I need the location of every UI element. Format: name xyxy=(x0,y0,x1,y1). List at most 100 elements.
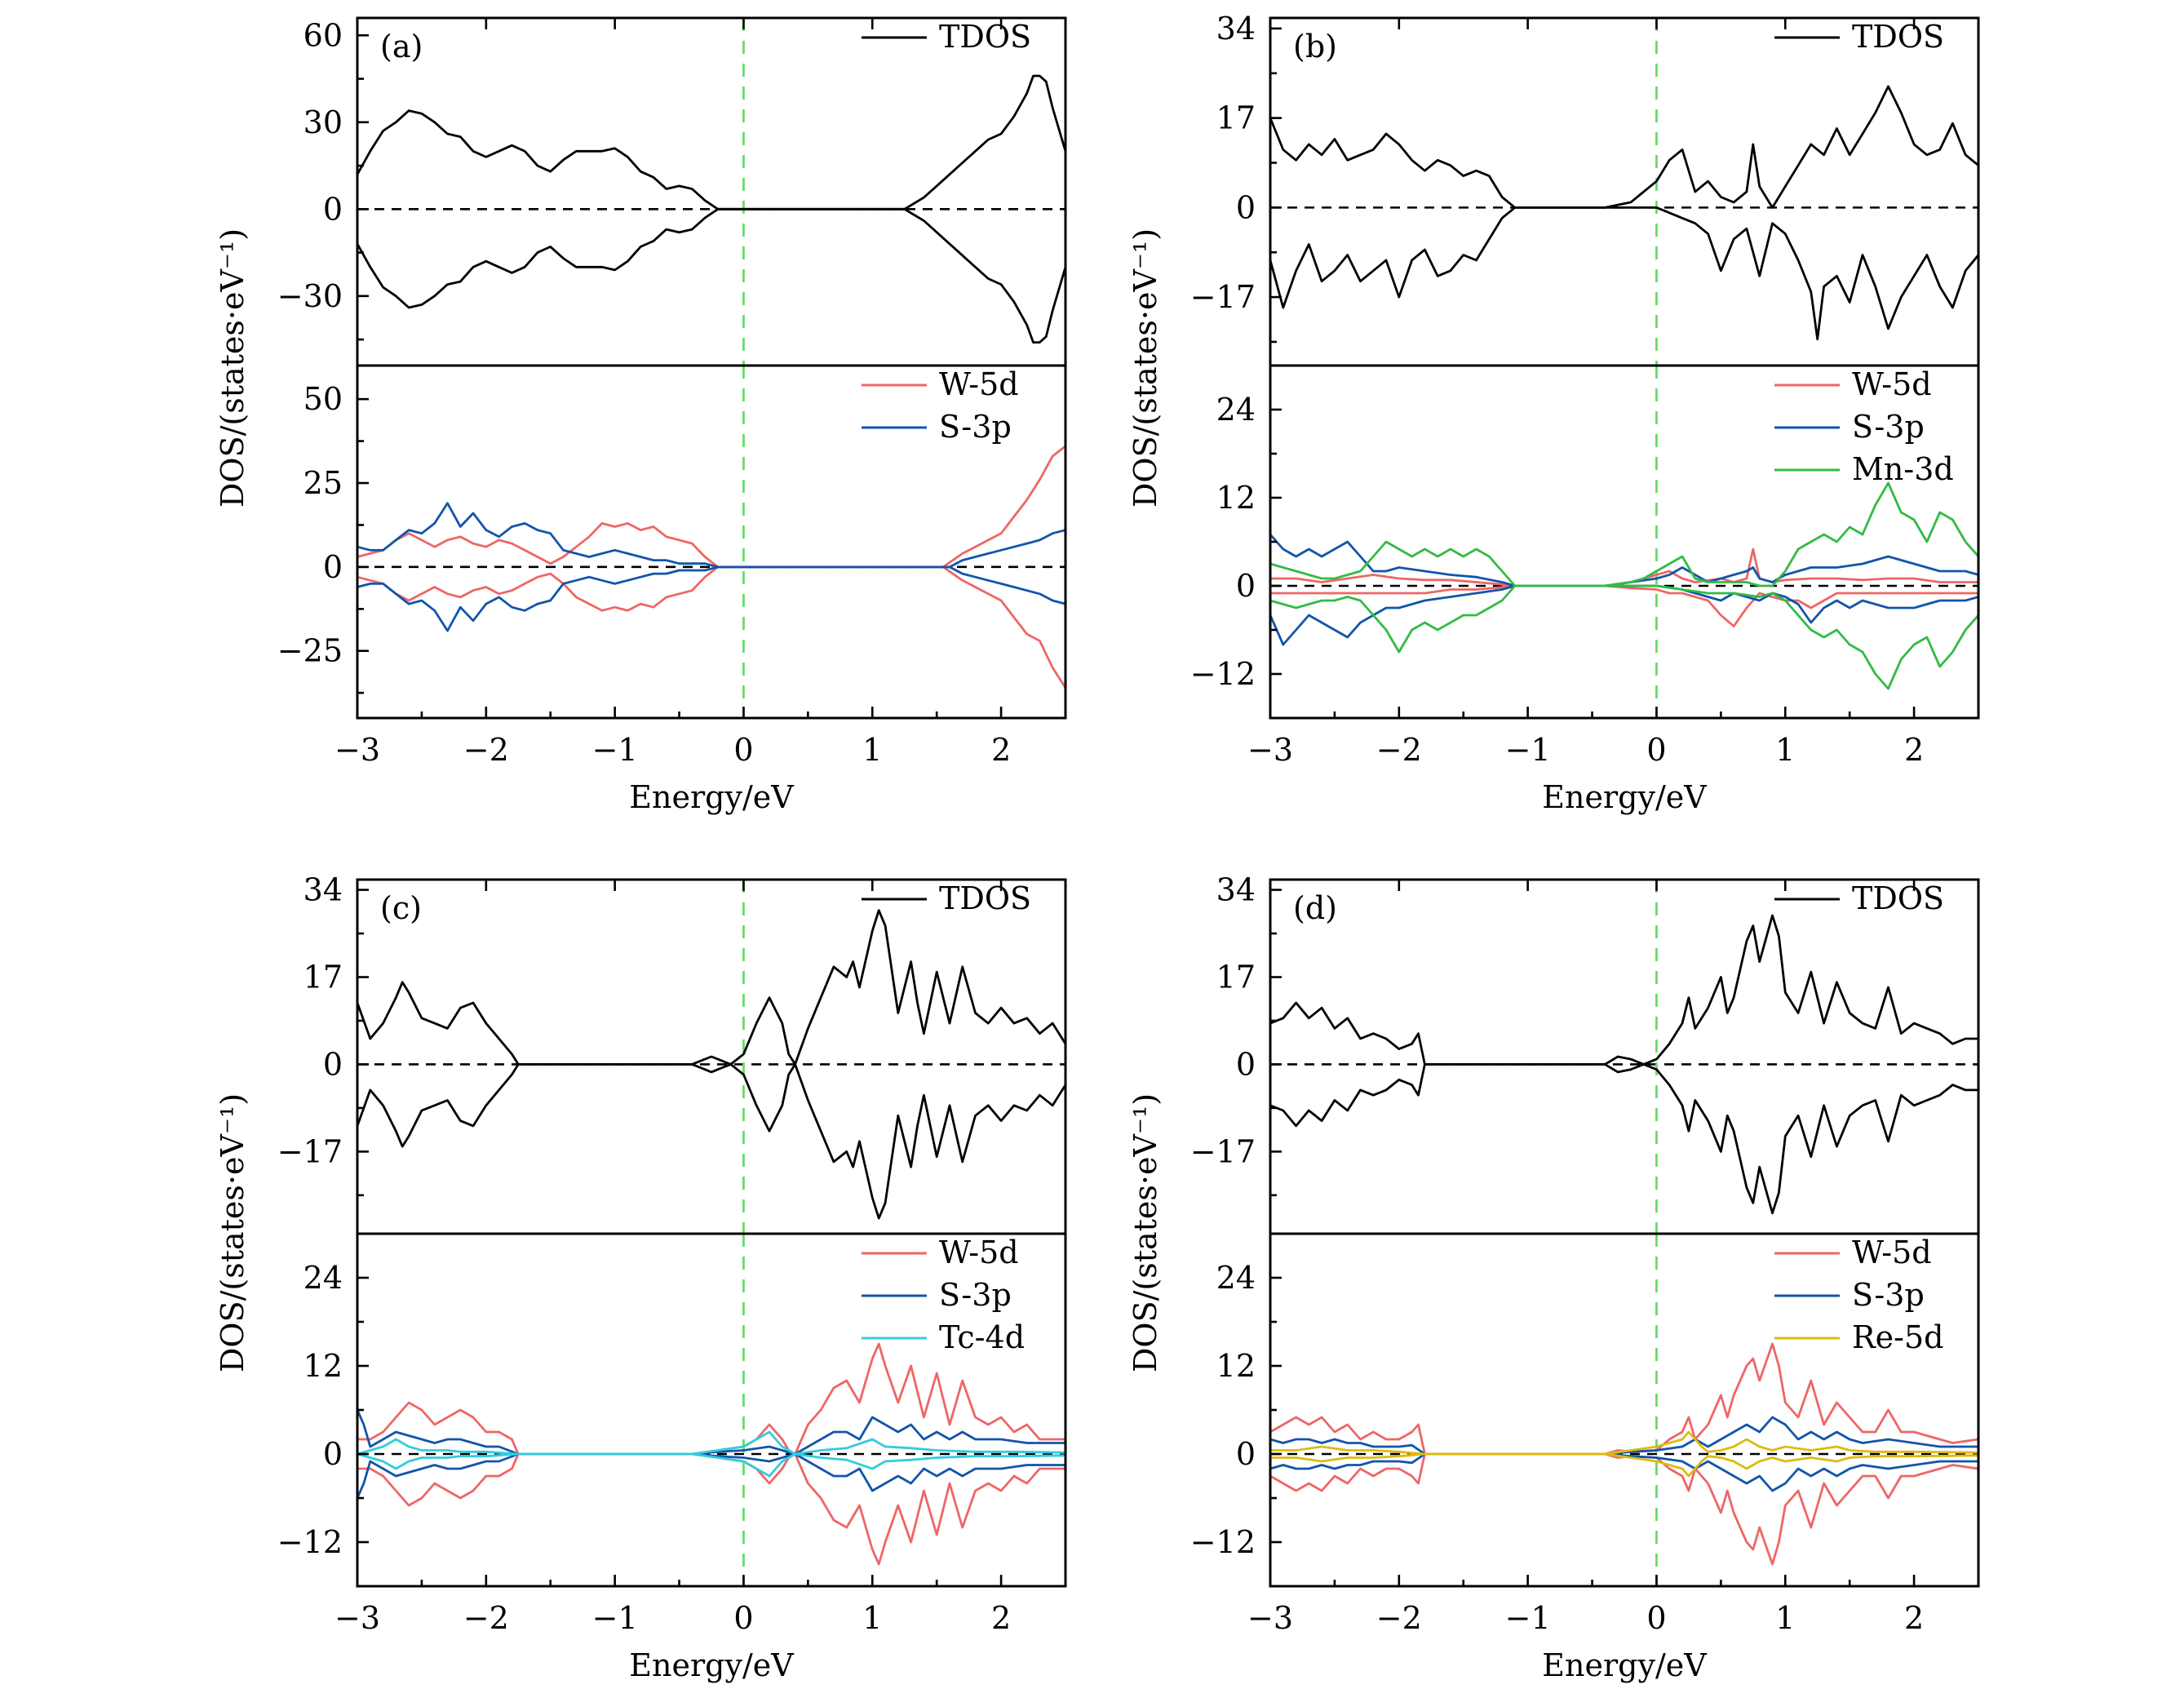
y-tick-label: 24 xyxy=(1216,1260,1256,1296)
series-w-5d-spin-down xyxy=(1270,1452,1978,1566)
y-tick-label: 25 xyxy=(303,465,343,501)
x-tick-label: 1 xyxy=(1775,732,1795,768)
series-tc-4d-spin-up xyxy=(357,1430,1065,1456)
legend-label-tdos: TDOS xyxy=(1852,19,1944,55)
x-tick-label: 0 xyxy=(1646,1600,1666,1636)
x-axis-label: Energy/eV xyxy=(629,1647,794,1683)
series-w-5d-spin-down xyxy=(1270,584,1978,627)
y-axis-label: DOS/(states·eV⁻¹) xyxy=(215,1093,250,1372)
legend-label-tdos: TDOS xyxy=(939,19,1031,55)
series-re-5d-spin-up xyxy=(1270,1430,1978,1456)
x-tick-label: 0 xyxy=(733,732,753,768)
y-tick-label: −30 xyxy=(277,278,343,314)
series-s-3p-spin-up xyxy=(1270,1416,1978,1456)
y-tick-label: 12 xyxy=(303,1348,343,1384)
plot-area xyxy=(1270,366,1978,718)
x-tick-label: 2 xyxy=(1904,732,1924,768)
subplot-bottom: −25 0 25 50 W-5d S-3p xyxy=(277,366,1065,718)
plot-area xyxy=(357,880,1065,1234)
legend-label-w-5d: W-5d xyxy=(939,366,1019,402)
y-tick-label: 30 xyxy=(303,104,343,140)
series-w-5d-spin-down xyxy=(357,1452,1065,1566)
y-tick-label: 12 xyxy=(1216,480,1256,516)
y-tick-label: 0 xyxy=(1236,1046,1256,1082)
x-tick-label: −3 xyxy=(1247,1600,1293,1636)
panel-label: (b) xyxy=(1293,29,1337,64)
y-axis-label: DOS/(states·eV⁻¹) xyxy=(1127,228,1163,508)
y-tick-label: 17 xyxy=(1216,100,1256,136)
x-tick-label: −3 xyxy=(1247,732,1293,768)
y-tick-label: 0 xyxy=(323,1436,343,1472)
x-tick-label: 2 xyxy=(991,1600,1011,1636)
legend-label-s-3p: S-3p xyxy=(939,1277,1012,1313)
y-tick-label: 0 xyxy=(323,549,343,585)
series-s-3p-spin-up xyxy=(357,502,1065,569)
y-tick-label: −17 xyxy=(1190,1133,1256,1169)
frame-bottom xyxy=(1269,1232,1980,1588)
y-tick-label: −25 xyxy=(277,633,343,669)
legend-label-s-3p: S-3p xyxy=(1852,409,1925,445)
x-tick-label: 1 xyxy=(862,1600,882,1636)
series-tdos-spin-up xyxy=(357,74,1065,211)
subplot-top: −30 0 30 60 TDOS xyxy=(277,17,1065,366)
x-tick-label: −1 xyxy=(1505,732,1551,768)
y-tick-label: 60 xyxy=(303,17,343,53)
subplot-bottom: −12 0 12 24 W-5d S-3p Re-5d xyxy=(1190,1232,1978,1586)
x-tick-label: −1 xyxy=(1505,1600,1551,1636)
x-tick-label: 2 xyxy=(1904,1600,1924,1636)
legend-label-mn-3d: Mn-3d xyxy=(1852,451,1954,487)
y-tick-label: 34 xyxy=(303,872,343,908)
subplot-bottom: −12 0 12 24 W-5d S-3p Tc-4d xyxy=(277,1232,1065,1586)
x-tick-label: −3 xyxy=(334,1600,380,1636)
series-s-3p-spin-down xyxy=(357,1452,1065,1499)
y-tick-label: 17 xyxy=(303,960,343,995)
series-w-5d-spin-up xyxy=(357,1342,1065,1456)
plot-area xyxy=(1270,18,1978,366)
x-tick-label: 1 xyxy=(862,732,882,768)
series-s-3p-spin-down xyxy=(357,565,1065,632)
series-tc-4d-spin-down xyxy=(357,1452,1065,1478)
legend-label-s-3p: S-3p xyxy=(939,409,1012,445)
x-tick-label: −1 xyxy=(592,732,638,768)
y-axis-label: DOS/(states·eV⁻¹) xyxy=(1127,1093,1163,1372)
frame-top xyxy=(1269,16,1980,367)
series-re-5d-spin-down xyxy=(1270,1452,1978,1478)
series-tdos-spin-down xyxy=(1270,206,1978,341)
series-mn-3d-spin-down xyxy=(1270,584,1978,690)
y-tick-label: 0 xyxy=(1236,568,1256,604)
x-tick-label: 2 xyxy=(991,732,1011,768)
x-tick-label: 0 xyxy=(733,1600,753,1636)
y-tick-label: −12 xyxy=(277,1524,343,1560)
panel-label: (a) xyxy=(380,29,423,64)
subplot-top: −17 0 17 34 TDOS xyxy=(1190,11,1978,366)
plot-area xyxy=(357,366,1065,718)
series-s-3p-spin-up xyxy=(1270,534,1978,587)
series-w-5d-spin-up xyxy=(1270,547,1978,587)
x-tick-label: −2 xyxy=(1376,1600,1422,1636)
legend-label-w-5d: W-5d xyxy=(939,1235,1019,1270)
frame-top xyxy=(1269,878,1980,1235)
y-axis-label: DOS/(states·eV⁻¹) xyxy=(215,228,250,508)
series-tdos-spin-down xyxy=(357,207,1065,344)
subplot-top: −17 0 17 34 TDOS xyxy=(1190,872,1978,1234)
plot-area xyxy=(357,1234,1065,1586)
x-axis-label: Energy/eV xyxy=(629,779,794,815)
series-mn-3d-spin-up xyxy=(1270,481,1978,587)
y-tick-label: 17 xyxy=(1216,960,1256,995)
x-tick-label: 0 xyxy=(1646,732,1666,768)
plot-area xyxy=(357,18,1065,366)
y-tick-label: −12 xyxy=(1190,656,1256,692)
legend-label-w-5d: W-5d xyxy=(1852,366,1932,402)
series-s-3p-spin-up xyxy=(357,1409,1065,1456)
series-tdos-spin-up xyxy=(1270,85,1978,209)
y-tick-label: 24 xyxy=(1216,392,1256,428)
y-tick-label: 12 xyxy=(1216,1348,1256,1384)
y-tick-label: 34 xyxy=(1216,11,1256,47)
x-axis-label: Energy/eV xyxy=(1542,779,1707,815)
series-tdos-spin-down xyxy=(357,1063,1065,1220)
panel-label: (d) xyxy=(1293,890,1337,926)
y-tick-label: 50 xyxy=(303,381,343,417)
